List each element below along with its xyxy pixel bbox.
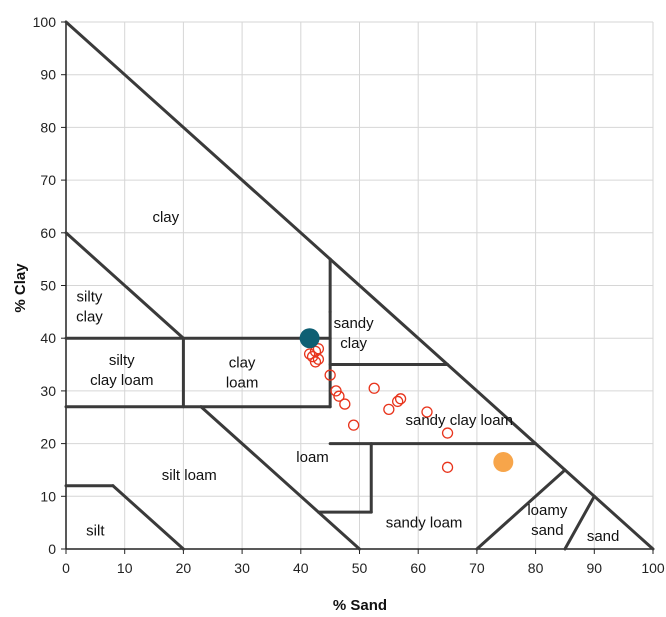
texture-boundary-line bbox=[111, 484, 185, 551]
x-tick-label: 100 bbox=[641, 560, 665, 576]
open-circle-point bbox=[306, 350, 319, 363]
open-circle-point bbox=[392, 395, 404, 408]
y-tick-label: 0 bbox=[48, 541, 56, 557]
open-circle-point bbox=[309, 356, 322, 368]
texture-boundary-line bbox=[64, 20, 655, 551]
open-circle-point bbox=[312, 353, 325, 365]
open-circle-point bbox=[394, 393, 407, 405]
filled-circle-point bbox=[299, 328, 320, 349]
texture-boundary-line bbox=[64, 231, 185, 340]
y-tick-label: 40 bbox=[40, 330, 56, 346]
axes bbox=[61, 21, 654, 554]
region-label: clay bbox=[152, 209, 179, 226]
texture-boundary-line bbox=[475, 468, 567, 551]
x-tick-label: 90 bbox=[587, 560, 603, 576]
open-circle-point bbox=[324, 369, 336, 381]
y-tick-labels: 0 10 20 30 40 50 60 70 80 90 100 bbox=[33, 14, 57, 557]
x-tick-labels: 0 10 20 30 40 50 60 70 80 90 100 bbox=[62, 560, 665, 576]
y-tick-label: 80 bbox=[40, 119, 56, 135]
region-label: sandy loam bbox=[386, 515, 463, 532]
region-label: silt bbox=[86, 523, 105, 540]
open-circle-point bbox=[330, 385, 342, 397]
open-circle-point bbox=[347, 419, 360, 431]
region-label: loam bbox=[226, 374, 259, 391]
region-label: sandy clay loam bbox=[406, 412, 514, 429]
x-tick-label: 40 bbox=[293, 560, 309, 576]
region-label: clay loam bbox=[90, 372, 153, 389]
region-label: silty bbox=[109, 352, 135, 369]
texture-boundary-line bbox=[563, 494, 596, 551]
y-tick-label: 100 bbox=[33, 14, 57, 30]
data-points bbox=[299, 328, 514, 473]
region-label: sand bbox=[531, 522, 564, 539]
y-tick-label: 50 bbox=[40, 278, 56, 294]
x-tick-label: 20 bbox=[176, 560, 192, 576]
open-circle-point bbox=[421, 406, 433, 418]
y-tick-label: 70 bbox=[40, 172, 56, 188]
region-label: clay bbox=[229, 354, 256, 371]
open-circle-point bbox=[441, 461, 454, 473]
x-tick-label: 70 bbox=[469, 560, 485, 576]
region-label: silty bbox=[77, 289, 103, 306]
y-tick-label: 90 bbox=[40, 67, 56, 83]
y-tick-label: 10 bbox=[40, 488, 56, 504]
x-tick-label: 0 bbox=[62, 560, 70, 576]
open-circle-point bbox=[333, 390, 345, 402]
open-circle-point bbox=[339, 398, 351, 410]
y-tick-label: 20 bbox=[40, 436, 56, 452]
filled-circle-point bbox=[493, 452, 514, 473]
region-labels: clay silty clay silty clay loam clay loam sandy… bbox=[76, 209, 619, 545]
region-label: sand bbox=[587, 528, 620, 545]
open-circle-point bbox=[303, 348, 316, 360]
open-circle-point bbox=[441, 427, 454, 439]
texture-boundary-line bbox=[199, 405, 361, 551]
y-axis-title: % Clay bbox=[12, 263, 29, 313]
region-label: loamy bbox=[527, 502, 568, 519]
region-label: loam bbox=[296, 449, 329, 466]
x-tick-label: 50 bbox=[352, 560, 368, 576]
region-label: clay bbox=[76, 309, 103, 326]
region-label: silt loam bbox=[162, 467, 217, 484]
x-tick-label: 60 bbox=[410, 560, 426, 576]
open-circle-point bbox=[383, 403, 395, 415]
x-axis-title: % Sand bbox=[333, 597, 387, 614]
open-circle-point bbox=[368, 382, 380, 394]
y-tick-label: 60 bbox=[40, 225, 56, 241]
region-label: sandy bbox=[334, 315, 375, 332]
grid bbox=[66, 21, 654, 549]
y-tick-label: 30 bbox=[40, 383, 56, 399]
texture-boundaries bbox=[64, 20, 655, 551]
x-tick-label: 80 bbox=[528, 560, 544, 576]
x-tick-label: 10 bbox=[117, 560, 133, 576]
x-tick-label: 30 bbox=[234, 560, 250, 576]
region-label: clay bbox=[340, 335, 367, 352]
